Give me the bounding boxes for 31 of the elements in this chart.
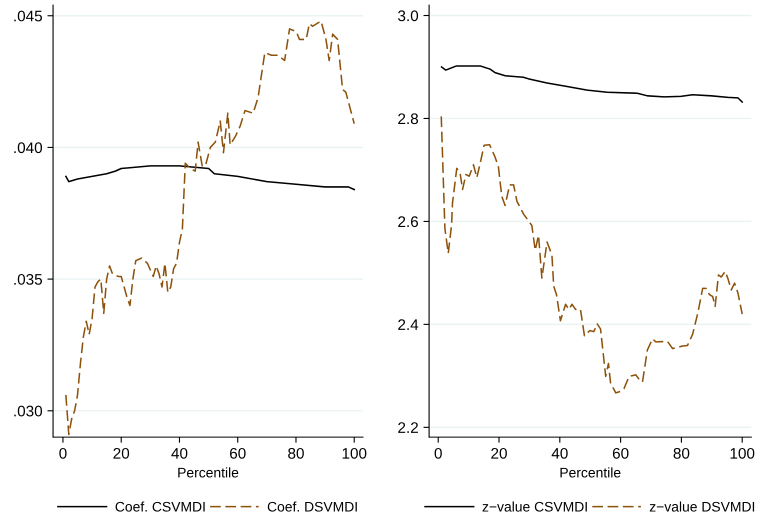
y-tick-label: .030: [14, 406, 42, 416]
line-series: [440, 116, 743, 394]
x-tick-label: 40: [171, 448, 188, 459]
legend-label: Coef. DSVMDI: [268, 501, 357, 512]
legend-label: z−value DSVMDI: [650, 501, 754, 512]
y-tick-label: 2.8: [398, 113, 418, 124]
line-series: [440, 65, 743, 103]
x-tick-label: 100: [730, 448, 754, 459]
x-tick-label: 80: [674, 448, 690, 459]
x-tick-label: 60: [612, 448, 629, 459]
y-tick-label: .035: [14, 274, 42, 285]
line-series: [65, 165, 355, 190]
line-series: [65, 20, 355, 436]
y-tick-label: .045: [14, 10, 42, 22]
x-tick-label: 60: [230, 448, 246, 459]
legend-label: z−value CSVMDI: [482, 501, 587, 512]
y-tick-label: 3.0: [398, 10, 418, 22]
x-axis-title: Percentile: [178, 467, 238, 478]
x-tick-label: 0: [434, 448, 442, 459]
y-tick-label: .040: [14, 142, 42, 154]
y-tick-label: 2.6: [398, 216, 418, 228]
x-tick-label: 20: [491, 448, 507, 459]
x-tick-label: 80: [288, 448, 304, 459]
y-tick-label: 2.2: [398, 422, 418, 433]
x-tick-label: 40: [552, 448, 568, 459]
x-tick-label: 0: [59, 448, 67, 459]
legend-label: Coef. CSVMDI: [116, 501, 205, 512]
x-axis-title: Percentile: [560, 467, 620, 478]
y-tick-label: 2.4: [398, 319, 418, 330]
x-tick-label: 100: [342, 448, 366, 459]
x-tick-label: 20: [113, 448, 130, 459]
